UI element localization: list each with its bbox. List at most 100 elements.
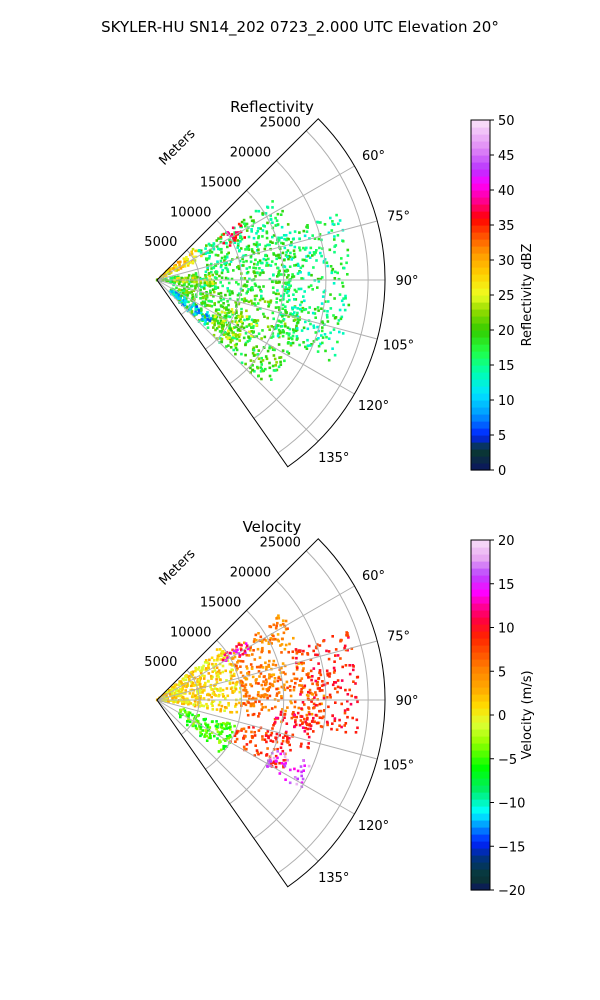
radar-gate bbox=[234, 231, 238, 234]
colorbar-segment bbox=[471, 687, 490, 695]
radar-gate bbox=[309, 322, 312, 326]
radar-gate bbox=[227, 331, 231, 335]
radar-gate bbox=[261, 297, 265, 301]
radar-gate bbox=[195, 280, 198, 283]
radar-gate bbox=[344, 664, 348, 667]
radar-gate bbox=[201, 729, 204, 732]
colorbar-segment bbox=[471, 841, 490, 849]
radar-gate bbox=[279, 331, 282, 335]
radar-gate bbox=[296, 318, 300, 321]
radar-gate bbox=[281, 209, 284, 213]
radar-gate bbox=[222, 333, 226, 336]
radar-gate bbox=[208, 726, 212, 729]
radar-gate bbox=[287, 281, 291, 284]
radar-gate bbox=[206, 311, 209, 314]
radar-gate bbox=[249, 359, 253, 362]
radar-gate bbox=[266, 206, 270, 209]
radar-gate bbox=[317, 344, 321, 348]
radar-gate bbox=[224, 696, 227, 700]
radar-gate bbox=[312, 266, 315, 269]
radar-gate bbox=[196, 249, 199, 252]
radar-gate bbox=[251, 364, 254, 367]
radar-gate bbox=[303, 717, 306, 721]
radar-gate bbox=[197, 678, 201, 682]
radar-gate bbox=[265, 753, 269, 756]
radar-gate bbox=[326, 696, 329, 699]
colorbar-segment bbox=[471, 708, 490, 716]
radar-gate bbox=[220, 263, 223, 267]
colorbar-segment bbox=[471, 771, 490, 779]
radar-gate bbox=[320, 276, 324, 279]
radar-gate bbox=[196, 275, 200, 279]
radar-gate bbox=[289, 284, 292, 288]
radar-gate bbox=[191, 681, 195, 685]
radar-gate bbox=[226, 721, 229, 725]
radar-gate bbox=[269, 760, 272, 763]
radar-gate bbox=[176, 261, 180, 264]
radar-gate bbox=[165, 270, 168, 273]
sector-outline bbox=[156, 118, 386, 468]
radar-gate bbox=[218, 672, 222, 675]
radar-gate bbox=[284, 778, 287, 781]
radar-gate bbox=[265, 688, 268, 691]
radar-gate bbox=[251, 368, 255, 372]
radar-gate bbox=[266, 221, 269, 225]
radar-gate bbox=[218, 274, 221, 278]
colorbar-tick-label: 5 bbox=[498, 665, 506, 680]
radar-gate bbox=[250, 230, 253, 233]
radar-gate bbox=[201, 691, 204, 694]
radar-gate bbox=[317, 280, 321, 283]
colorbar-segment bbox=[471, 673, 490, 681]
radar-gate bbox=[194, 669, 197, 673]
panel-title: Reflectivity bbox=[230, 98, 314, 116]
radar-gate bbox=[332, 282, 336, 285]
radar-gate bbox=[287, 337, 291, 340]
colorbar-segment bbox=[471, 792, 490, 800]
radar-gate bbox=[245, 222, 249, 226]
radar-gate bbox=[207, 664, 210, 668]
radar-gate bbox=[295, 290, 298, 293]
radar-gate bbox=[236, 239, 240, 242]
colorbar-segment bbox=[471, 120, 490, 128]
radar-gate bbox=[214, 281, 217, 285]
radar-gate bbox=[302, 326, 306, 330]
radar-gate bbox=[199, 281, 203, 285]
radar-gate bbox=[212, 326, 215, 329]
radar-gate bbox=[287, 257, 290, 261]
radar-gate bbox=[175, 265, 178, 269]
radar-gate bbox=[234, 316, 237, 320]
radar-gate bbox=[189, 307, 192, 311]
radar-gate bbox=[278, 308, 281, 312]
radar-gate bbox=[194, 249, 197, 253]
colorbar-segment bbox=[471, 358, 490, 366]
radar-gate bbox=[223, 709, 226, 712]
radar-gate bbox=[197, 697, 200, 700]
radar-gate bbox=[307, 644, 311, 648]
radar-gate bbox=[211, 245, 215, 248]
radar-gate bbox=[340, 679, 344, 682]
radar-gate bbox=[217, 308, 221, 311]
radar-gate bbox=[191, 713, 194, 717]
radar-gate bbox=[216, 654, 220, 658]
radar-gate bbox=[283, 734, 287, 737]
radar-gate bbox=[206, 251, 209, 255]
radar-gate bbox=[179, 694, 182, 697]
radar-gate bbox=[333, 316, 337, 320]
radar-gate bbox=[329, 216, 332, 220]
radar-gate bbox=[175, 286, 178, 290]
radar-gate bbox=[313, 307, 317, 311]
radar-gate bbox=[271, 335, 275, 338]
radar-gate bbox=[244, 642, 248, 645]
radar-gate bbox=[261, 229, 265, 232]
radar-gate bbox=[326, 681, 329, 685]
colorbar-segment bbox=[471, 554, 490, 562]
radar-gate bbox=[223, 727, 226, 731]
radar-gate bbox=[220, 233, 224, 237]
radar-gate bbox=[199, 727, 202, 731]
colorbar-segment bbox=[471, 645, 490, 653]
radar-gate bbox=[292, 688, 296, 692]
radar-gate bbox=[334, 654, 337, 657]
radar-gate bbox=[242, 688, 245, 692]
radar-gate bbox=[293, 306, 297, 309]
azimuth-gridline bbox=[156, 279, 319, 442]
